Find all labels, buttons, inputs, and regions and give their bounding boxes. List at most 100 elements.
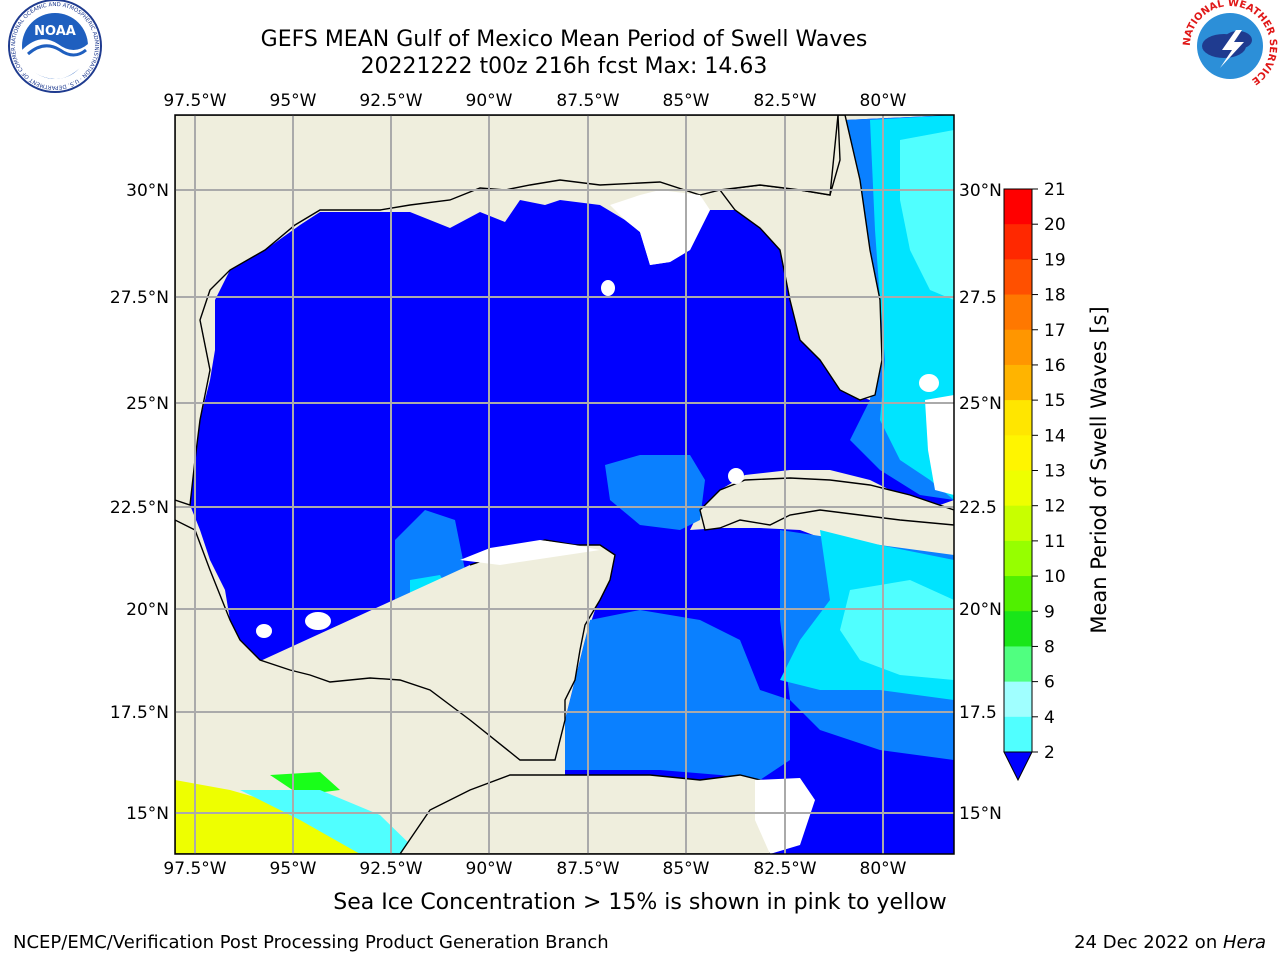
mask-island-4 [919,374,939,392]
land-cuba [699,477,954,531]
colorbar-segment [1004,681,1032,718]
footer-host: Hera [1222,932,1266,953]
noaa-logo: NOAA NATIONAL OCEANIC AND ATMOSPHERIC AD… [0,0,102,93]
lat-label-right: 22.5 [959,498,997,518]
pacific-swell-green [270,772,340,795]
colorbar-tick-label: 19 [1044,250,1066,270]
graticule [175,115,954,854]
mask-island-2 [256,624,272,638]
lat-label-right: 25°N [959,394,1002,414]
lon-label-top: 95°W [270,91,317,111]
colorbar-segment [1004,189,1032,225]
mask-island-5 [601,280,615,296]
colorbar-tick-label: 16 [1044,356,1066,376]
colorbar-tick-label: 10 [1044,567,1066,587]
lon-label-top: 87.5°W [556,91,619,111]
colorbar-tick-label: 17 [1044,321,1066,341]
colorbar-tick-label: 6 [1044,673,1055,693]
swell-6-8-caribbean [840,580,954,680]
swell-6-8-atlantic [900,130,954,300]
colorbar-segment [1004,576,1032,612]
lat-label-left: 30°N [126,181,169,201]
lon-label-bottom: 95°W [270,859,317,879]
lon-label-bottom: 97.5°W [163,859,226,879]
lon-labels-bottom: 97.5°W 95°W 92.5°W 90°W 87.5°W 85°W 82.5… [163,859,906,879]
lat-label-left: 22.5°N [110,498,169,518]
plot-title: GEFS MEAN Gulf of Mexico Mean Period of … [0,26,1128,80]
noaa-logo-text: NOAA [34,24,76,39]
land-yucatan [175,519,771,854]
lat-label-right: 20°N [959,600,1002,620]
colorbar-segment [1004,470,1032,507]
land-north-coast [175,115,839,506]
colorbar [1003,188,1038,782]
colorbar-tick-labels: 21 20 19 18 17 16 15 14 13 12 11 10 9 8 6 4 2 [1044,180,1066,763]
swell-2-4-caribbean [565,610,790,780]
colorbar-segment [1004,611,1032,647]
lon-label-top: 82.5°W [753,91,816,111]
colorbar-segment [1004,505,1032,542]
mask-island-1 [305,612,331,630]
caption: Sea Ice Concentration > 15% is shown in … [333,890,947,915]
colorbar-segment [1004,329,1032,366]
colorbar-tick-label: 12 [1044,497,1066,517]
lat-label-left: 20°N [126,600,169,620]
colorbar-segment [1004,224,1032,260]
lon-label-top: 97.5°W [163,91,226,111]
lat-label-right: 30°N [959,181,1002,201]
nws-logo: NATIONAL WEATHER SERVICE [1182,0,1278,92]
colorbar-segment [1004,364,1032,401]
mask-bahamas [925,395,954,495]
colorbar-segment [1004,435,1032,471]
colorbar-tick-label: 13 [1044,462,1066,482]
mask-campeche-coast [460,540,600,565]
colorbar-title: Mean Period of Swell Waves [s] [1087,306,1111,633]
lon-label-bottom: 85°W [663,859,710,879]
footer-date-text: 24 Dec 2022 on [1074,932,1223,953]
colorbar-segment [1004,646,1032,683]
lon-label-bottom: 90°W [466,859,513,879]
title-line-2: 20221222 t00z 216h fcst Max: 14.63 [360,54,768,79]
lat-label-left: 15°N [126,804,169,824]
lat-label-right: 15°N [959,804,1002,824]
colorbar-tick-label: 18 [1044,286,1066,306]
colorbar-tick-label: 20 [1044,215,1066,235]
colorbar-segment [1004,294,1032,331]
lat-label-left: 25°N [126,394,169,414]
lon-label-top: 80°W [860,91,907,111]
lat-labels-right: 30°N 27.5 25°N 22.5 20°N 17.5 15°N [959,181,1002,824]
title-line-1: GEFS MEAN Gulf of Mexico Mean Period of … [260,27,868,52]
colorbar-segment [1004,716,1032,753]
colorbar-tick-label: 15 [1044,391,1066,411]
colorbar-tick-label: 11 [1044,532,1066,552]
lon-label-top: 92.5°W [359,91,422,111]
colorbar-tick-label: 2 [1044,743,1055,763]
lon-label-bottom: 82.5°W [753,859,816,879]
pacific-swell-cyan [240,790,420,854]
lon-label-top: 90°W [466,91,513,111]
swell-2-4-east [605,455,705,530]
lat-label-right: 17.5 [959,703,997,723]
lat-label-right: 27.5 [959,288,997,308]
colorbar-tick-label: 9 [1044,602,1055,622]
lon-label-top: 85°W [663,91,710,111]
colorbar-segment [1004,400,1032,436]
lat-labels-left: 30°N 27.5°N 25°N 22.5°N 20°N 17.5°N 15°N [110,181,169,824]
mask-island-3 [728,468,744,484]
lon-labels-top: 97.5°W 95°W 92.5°W 90°W 87.5°W 85°W 82.5… [163,91,906,111]
map-area [175,115,954,854]
footer-date: 24 Dec 2022 on Hera [1074,932,1266,953]
colorbar-segment [1004,540,1032,577]
colorbar-segment [1004,259,1032,296]
lat-label-left: 17.5°N [110,703,169,723]
colorbar-extend-arrow [1003,751,1033,782]
footer-branch: NCEP/EMC/Verification Post Processing Pr… [13,932,609,953]
lon-label-bottom: 92.5°W [359,859,422,879]
lon-label-bottom: 80°W [860,859,907,879]
lon-label-bottom: 87.5°W [556,859,619,879]
map-frame [174,114,955,855]
colorbar-tick-label: 21 [1044,180,1066,200]
colorbar-tick-label: 4 [1044,708,1055,728]
colorbar-tick-label: 14 [1044,426,1066,446]
